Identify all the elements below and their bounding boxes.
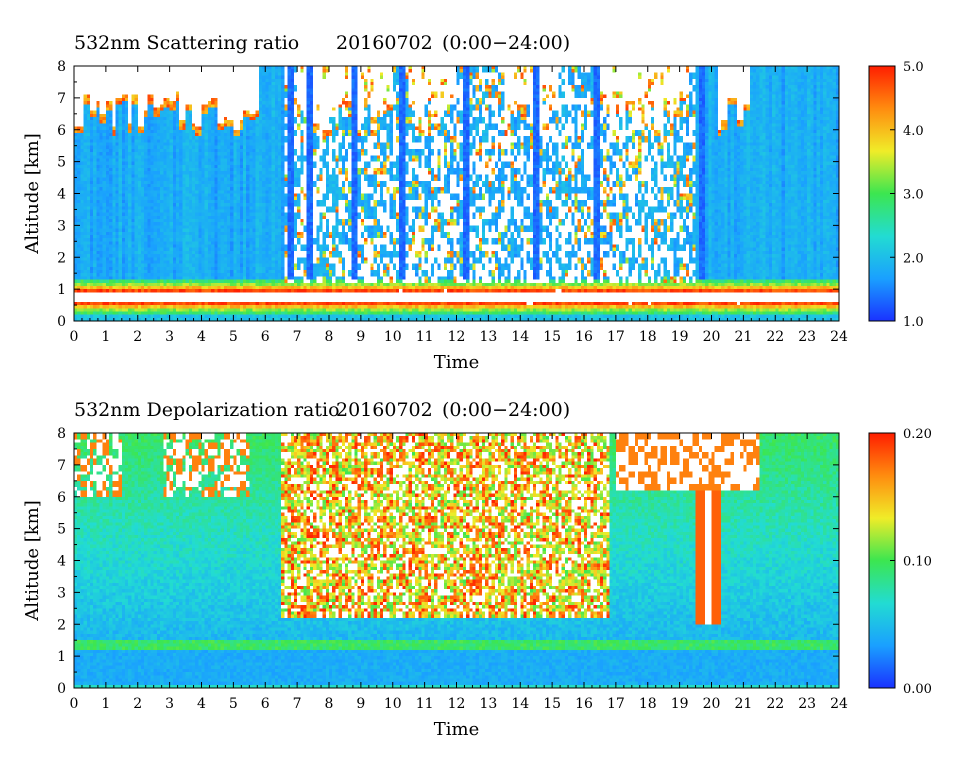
x-tick-label: 20	[703, 329, 721, 345]
x-tick-label: 23	[798, 329, 816, 345]
y-tick-label: 5	[57, 522, 66, 538]
x-tick-label: 6	[261, 696, 270, 712]
y-tick-label: 8	[57, 426, 66, 442]
x-tick-label: 8	[325, 329, 334, 345]
x-tick-label: 18	[639, 329, 657, 345]
colorbar-label: 0.10	[903, 555, 932, 570]
scattering-panel: 532nm Scattering ratio 20160702 (0:00−24:0…	[22, 32, 924, 373]
y-tick-label: 2	[57, 617, 66, 633]
y-tick-label: 4	[57, 554, 66, 570]
x-tick-label: 21	[734, 329, 752, 345]
x-tick-label: 10	[384, 696, 402, 712]
y-tick-label: 7	[57, 458, 66, 474]
y-axis-label: Altitude [km]	[22, 133, 43, 255]
x-tick-label: 1	[101, 329, 110, 345]
chart-date: 20160702	[336, 32, 433, 54]
y-tick-label: 8	[57, 59, 66, 75]
chart-time-range: (0:00−24:00)	[442, 399, 570, 421]
x-tick-label: 2	[133, 329, 142, 345]
x-tick-label: 12	[448, 696, 466, 712]
x-tick-label: 2	[133, 696, 142, 712]
x-tick-label: 24	[830, 329, 848, 345]
heatmap-image	[74, 66, 839, 321]
x-tick-label: 24	[830, 696, 848, 712]
x-tick-label: 3	[165, 696, 174, 712]
x-tick-label: 14	[511, 329, 529, 345]
x-tick-label: 11	[416, 696, 434, 712]
y-tick-label: 1	[57, 282, 66, 298]
x-tick-label: 4	[197, 329, 206, 345]
x-tick-label: 22	[766, 696, 784, 712]
y-tick-label: 6	[57, 123, 66, 139]
x-tick-label: 5	[229, 696, 238, 712]
y-tick-label: 5	[57, 155, 66, 171]
y-tick-label: 6	[57, 490, 66, 506]
chart-title: 532nm Scattering ratio	[74, 32, 299, 54]
x-tick-label: 22	[766, 329, 784, 345]
x-tick-label: 16	[575, 696, 593, 712]
x-tick-label: 17	[607, 696, 625, 712]
x-tick-label: 12	[448, 329, 466, 345]
x-tick-label: 13	[479, 696, 497, 712]
x-tick-label: 8	[325, 696, 334, 712]
y-tick-label: 0	[57, 314, 66, 330]
x-tick-label: 6	[261, 329, 270, 345]
colorbar	[868, 65, 896, 322]
y-tick-label: 2	[57, 250, 66, 266]
x-tick-label: 15	[543, 329, 561, 345]
x-tick-label: 13	[479, 329, 497, 345]
x-tick-label: 3	[165, 329, 174, 345]
x-tick-label: 21	[734, 696, 752, 712]
x-tick-label: 16	[575, 329, 593, 345]
colorbar-label: 5.0	[903, 60, 924, 75]
x-tick-label: 4	[197, 696, 206, 712]
colorbar-label: 3.0	[903, 188, 924, 203]
colorbar-label: 0.20	[903, 427, 932, 442]
x-tick-label: 5	[229, 329, 238, 345]
x-tick-label: 23	[798, 696, 816, 712]
x-tick-label: 11	[416, 329, 434, 345]
y-tick-label: 0	[57, 681, 66, 697]
x-tick-label: 9	[356, 696, 365, 712]
chart-time-range: (0:00−24:00)	[442, 32, 570, 54]
colorbar-label: 2.0	[903, 251, 924, 266]
x-tick-label: 18	[639, 696, 657, 712]
x-tick-label: 7	[293, 329, 302, 345]
chart-title: 532nm Depolarization ratio	[74, 399, 340, 421]
x-tick-label: 17	[607, 329, 625, 345]
colorbar-label: 1.0	[903, 315, 924, 330]
x-tick-label: 20	[703, 696, 721, 712]
y-tick-label: 3	[57, 218, 66, 234]
x-tick-label: 19	[671, 696, 689, 712]
x-tick-label: 19	[671, 329, 689, 345]
x-tick-label: 9	[356, 329, 365, 345]
x-axis-label: Time	[434, 352, 479, 373]
x-tick-label: 0	[70, 696, 79, 712]
colorbar-label: 4.0	[903, 124, 924, 139]
y-axis-label: Altitude [km]	[22, 500, 43, 622]
y-tick-label: 7	[57, 91, 66, 107]
chart-date: 20160702	[336, 399, 433, 421]
heatmap-image	[74, 433, 839, 688]
y-tick-label: 1	[57, 649, 66, 665]
y-tick-label: 4	[57, 187, 66, 203]
x-tick-label: 1	[101, 696, 110, 712]
x-axis-label: Time	[434, 719, 479, 740]
x-tick-label: 7	[293, 696, 302, 712]
colorbar-label: 0.00	[903, 682, 932, 697]
x-tick-label: 14	[511, 696, 529, 712]
x-tick-label: 0	[70, 329, 79, 345]
y-tick-label: 3	[57, 585, 66, 601]
x-tick-label: 15	[543, 696, 561, 712]
x-tick-label: 10	[384, 329, 402, 345]
